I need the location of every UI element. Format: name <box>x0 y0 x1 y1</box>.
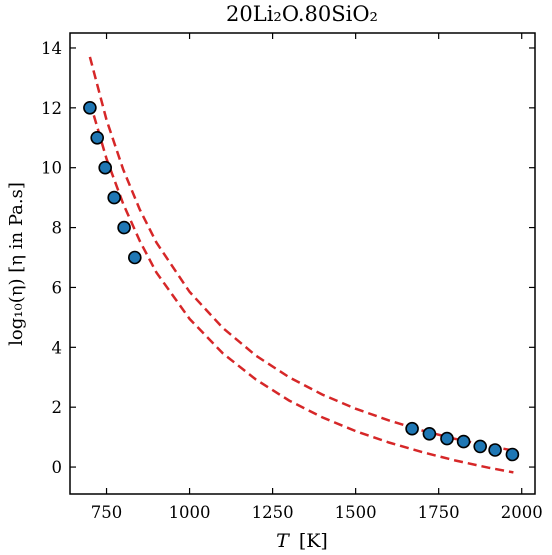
data-point <box>422 426 437 441</box>
y-tick-label: 0 <box>52 458 63 477</box>
x-tick-label: 1000 <box>169 503 211 522</box>
data-point <box>488 443 502 457</box>
data-point <box>405 421 419 436</box>
fit-line-1 <box>88 56 514 452</box>
data-point <box>90 131 104 145</box>
x-axis-symbol: T <box>276 530 290 552</box>
x-axis-unit: [K] <box>299 530 328 552</box>
x-tick-label: 1750 <box>418 503 460 522</box>
data-point <box>473 439 488 454</box>
data-point <box>117 220 131 235</box>
x-tick-label: 1500 <box>335 503 377 522</box>
fit-line-2 <box>88 101 514 474</box>
x-axis: 750 1000 1250 1500 1750 2000 <box>91 33 543 522</box>
y-axis: 0 2 4 6 8 10 12 14 <box>41 39 535 477</box>
y-tick-label: 10 <box>41 159 62 178</box>
plot-frame <box>69 32 536 495</box>
data-point <box>456 434 471 449</box>
y-tick-label: 6 <box>52 278 63 297</box>
data-point <box>128 250 142 265</box>
y-tick-label: 8 <box>52 219 63 238</box>
x-axis-label: T [K] <box>276 530 328 552</box>
x-tick-label: 750 <box>91 503 123 522</box>
data-point <box>107 190 121 205</box>
x-tick-label: 1250 <box>252 503 294 522</box>
data-point <box>98 160 112 175</box>
y-tick-label: 14 <box>41 39 62 58</box>
plot-area <box>83 56 520 474</box>
data-point <box>83 101 97 115</box>
chart-title: 20Li₂O.80SiO₂ <box>226 2 378 26</box>
x-tick-label: 2000 <box>501 503 543 522</box>
data-point <box>440 431 454 446</box>
y-tick-label: 2 <box>52 398 63 417</box>
y-axis-label: log₁₀(η) [η in Pa.s] <box>6 182 27 346</box>
data-point <box>505 447 520 462</box>
y-tick-label: 4 <box>52 338 63 357</box>
y-tick-label: 12 <box>41 99 62 118</box>
